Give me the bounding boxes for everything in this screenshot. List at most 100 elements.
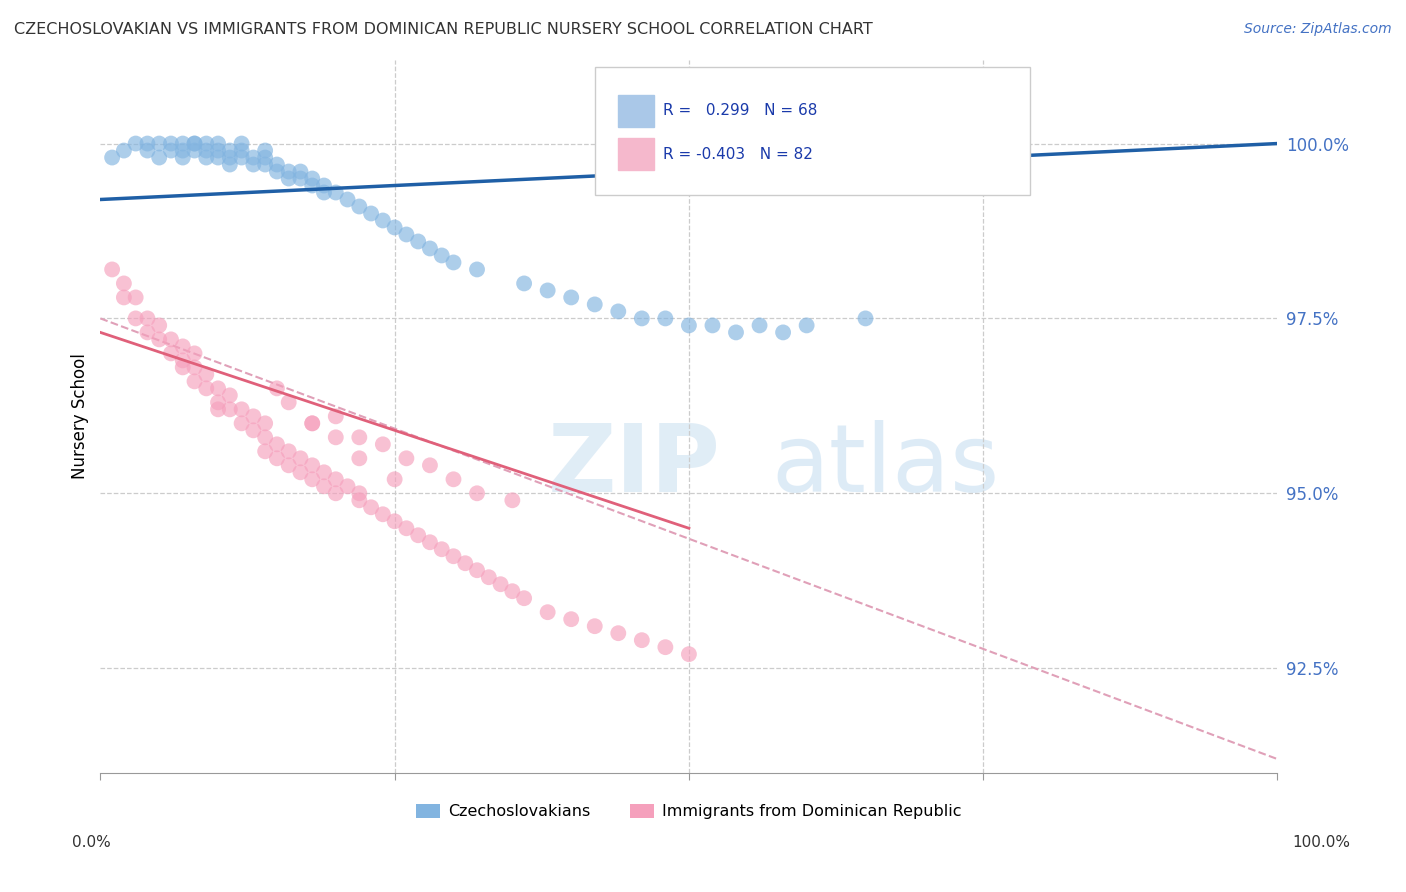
- Point: [218, 144, 240, 158]
- Point: [301, 417, 323, 431]
- Point: [395, 451, 418, 466]
- FancyBboxPatch shape: [619, 138, 654, 170]
- Point: [325, 486, 347, 500]
- Text: R = -0.403   N = 82: R = -0.403 N = 82: [664, 147, 813, 162]
- Point: [183, 360, 205, 375]
- Point: [172, 353, 194, 368]
- Point: [301, 458, 323, 473]
- Point: [112, 144, 135, 158]
- Point: [148, 136, 170, 151]
- Point: [537, 284, 560, 298]
- Point: [312, 465, 335, 479]
- Point: [349, 493, 371, 508]
- Point: [301, 417, 323, 431]
- Point: [371, 437, 394, 451]
- Point: [583, 297, 606, 311]
- Point: [678, 318, 700, 333]
- Point: [443, 255, 465, 269]
- Point: [607, 304, 630, 318]
- Point: [395, 227, 418, 242]
- Point: [254, 444, 277, 458]
- Point: [384, 472, 406, 486]
- Point: [218, 388, 240, 402]
- Point: [537, 605, 560, 619]
- Point: [336, 193, 359, 207]
- Point: [183, 346, 205, 360]
- Point: [195, 144, 218, 158]
- Point: [654, 640, 676, 655]
- Point: [301, 171, 323, 186]
- Point: [148, 151, 170, 165]
- Point: [430, 542, 453, 557]
- Point: [195, 368, 218, 382]
- Point: [465, 262, 488, 277]
- Point: [607, 626, 630, 640]
- Point: [560, 290, 582, 304]
- Point: [172, 151, 194, 165]
- Point: [478, 570, 501, 584]
- Point: [172, 136, 194, 151]
- Point: [254, 157, 277, 171]
- Point: [560, 612, 582, 626]
- Point: [419, 242, 441, 256]
- Point: [748, 318, 770, 333]
- Point: [242, 151, 264, 165]
- Point: [172, 360, 194, 375]
- Point: [254, 144, 277, 158]
- Point: [277, 164, 299, 178]
- Point: [501, 493, 523, 508]
- Point: [290, 164, 312, 178]
- Point: [301, 472, 323, 486]
- Point: [231, 144, 253, 158]
- Point: [371, 508, 394, 522]
- Point: [430, 248, 453, 262]
- FancyBboxPatch shape: [595, 67, 1031, 195]
- Point: [443, 472, 465, 486]
- Point: [465, 563, 488, 577]
- Point: [148, 332, 170, 346]
- Point: [136, 136, 159, 151]
- Text: CZECHOSLOVAKIAN VS IMMIGRANTS FROM DOMINICAN REPUBLIC NURSERY SCHOOL CORRELATION: CZECHOSLOVAKIAN VS IMMIGRANTS FROM DOMIN…: [14, 22, 873, 37]
- Point: [336, 479, 359, 493]
- Point: [231, 151, 253, 165]
- Point: [266, 437, 288, 451]
- Point: [254, 430, 277, 444]
- Point: [277, 171, 299, 186]
- Text: 100.0%: 100.0%: [1292, 836, 1351, 850]
- Point: [406, 235, 429, 249]
- Point: [242, 423, 264, 437]
- Point: [231, 417, 253, 431]
- Point: [277, 458, 299, 473]
- Point: [254, 151, 277, 165]
- Point: [218, 157, 240, 171]
- Point: [454, 556, 477, 570]
- Point: [183, 144, 205, 158]
- Point: [195, 136, 218, 151]
- Point: [124, 136, 146, 151]
- Text: 0.0%: 0.0%: [72, 836, 111, 850]
- Point: [266, 451, 288, 466]
- Point: [172, 339, 194, 353]
- Point: [207, 402, 229, 417]
- Point: [266, 157, 288, 171]
- Point: [148, 318, 170, 333]
- Point: [254, 417, 277, 431]
- Point: [513, 591, 536, 606]
- Text: ZIP: ZIP: [548, 420, 720, 512]
- Point: [796, 318, 818, 333]
- Text: R =   0.299   N = 68: R = 0.299 N = 68: [664, 103, 817, 119]
- Legend: Czechoslovakians, Immigrants from Dominican Republic: Czechoslovakians, Immigrants from Domini…: [409, 797, 969, 826]
- Point: [290, 451, 312, 466]
- FancyBboxPatch shape: [619, 95, 654, 128]
- Point: [124, 290, 146, 304]
- Point: [231, 402, 253, 417]
- Point: [312, 186, 335, 200]
- Point: [277, 444, 299, 458]
- Point: [290, 171, 312, 186]
- Point: [195, 151, 218, 165]
- Point: [231, 136, 253, 151]
- Point: [207, 395, 229, 409]
- Point: [136, 311, 159, 326]
- Point: [724, 326, 747, 340]
- Point: [630, 633, 652, 648]
